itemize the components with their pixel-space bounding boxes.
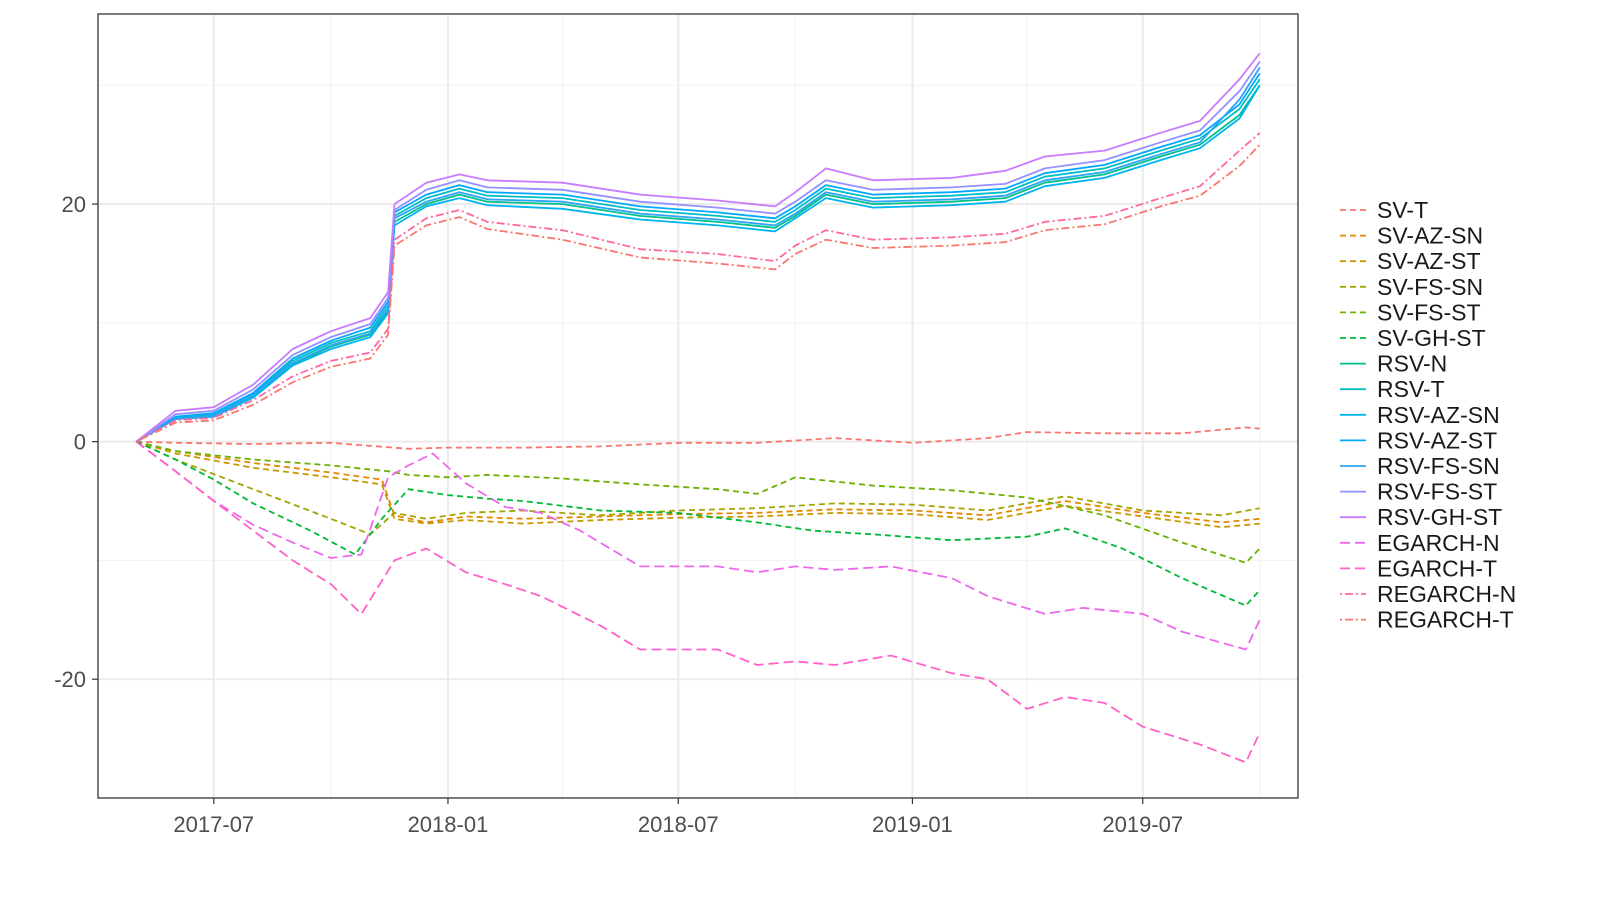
legend-label-egarch-n: EGARCH-N: [1377, 530, 1500, 556]
series-line-sv-az-sn: [135, 440, 1260, 524]
x-tick-label: 2018-01: [408, 812, 489, 837]
axes: 2017-07 2018-01 2018-07 2019-01 2019-07 -20 0 2…: [54, 13, 1299, 837]
y-tick-label: 20: [62, 192, 86, 217]
series-line-sv-fs-sn: [135, 440, 1260, 536]
plot-border: [97, 13, 1299, 799]
legend-label-sv-gh-st: SV-GH-ST: [1377, 325, 1486, 351]
series-line-sv-fs-st: [135, 440, 1261, 564]
legend-label-sv-fs-sn: SV-FS-SN: [1377, 274, 1483, 300]
legend-label-rsv-az-st: RSV-AZ-ST: [1377, 427, 1497, 453]
series-line-sv-az-st: [135, 440, 1260, 529]
series-line-regarch-t: [135, 144, 1261, 443]
y-tick-label: -20: [54, 667, 86, 692]
x-tick-label: 2019-07: [1102, 812, 1183, 837]
legend-label-rsv-gh-st: RSV-GH-ST: [1377, 504, 1502, 530]
plot-background: [98, 14, 1298, 798]
legend-label-regarch-n: REGARCH-N: [1377, 581, 1516, 607]
series-line-sv-gh-st: [135, 440, 1261, 607]
series-line-rsv-fs-st: [135, 60, 1261, 443]
series-line-egarch-t: [135, 440, 1261, 764]
series-line-rsv-fs-sn: [135, 67, 1261, 443]
legend-label-sv-az-sn: SV-AZ-SN: [1377, 223, 1483, 249]
legend-label-rsv-fs-sn: RSV-FS-SN: [1377, 453, 1500, 479]
series-line-rsv-az-sn: [135, 84, 1261, 443]
series-line-rsv-az-st: [135, 72, 1261, 443]
x-tick-label: 2017-07: [173, 812, 254, 837]
series-line-rsv-gh-st: [135, 52, 1261, 443]
grid-lines: [97, 14, 1298, 799]
legend-label-egarch-t: EGARCH-T: [1377, 555, 1497, 581]
legend-label-sv-t: SV-T: [1377, 197, 1428, 223]
series-line-sv-t: [136, 426, 1260, 450]
series-lines: [135, 52, 1261, 764]
legend-label-rsv-fs-st: RSV-FS-ST: [1377, 479, 1497, 505]
legend-label-rsv-t: RSV-T: [1377, 376, 1445, 402]
legend-label-regarch-t: REGARCH-T: [1377, 607, 1514, 633]
legend-label-rsv-n: RSV-N: [1377, 351, 1447, 377]
x-tick-label: 2019-01: [872, 812, 953, 837]
legend-label-sv-fs-st: SV-FS-ST: [1377, 299, 1481, 325]
y-tick-label: 0: [74, 430, 86, 455]
x-tick-label: 2018-07: [638, 812, 719, 837]
legend: SV-TSV-AZ-SNSV-AZ-STSV-FS-SNSV-FS-STSV-G…: [1340, 197, 1516, 633]
series-line-rsv-n: [135, 84, 1261, 443]
legend-label-sv-az-st: SV-AZ-ST: [1377, 248, 1481, 274]
series-line-regarch-n: [135, 132, 1261, 443]
plot-panel: [98, 14, 1298, 798]
legend-label-rsv-az-sn: RSV-AZ-SN: [1377, 402, 1500, 428]
series-line-rsv-t: [135, 78, 1261, 443]
